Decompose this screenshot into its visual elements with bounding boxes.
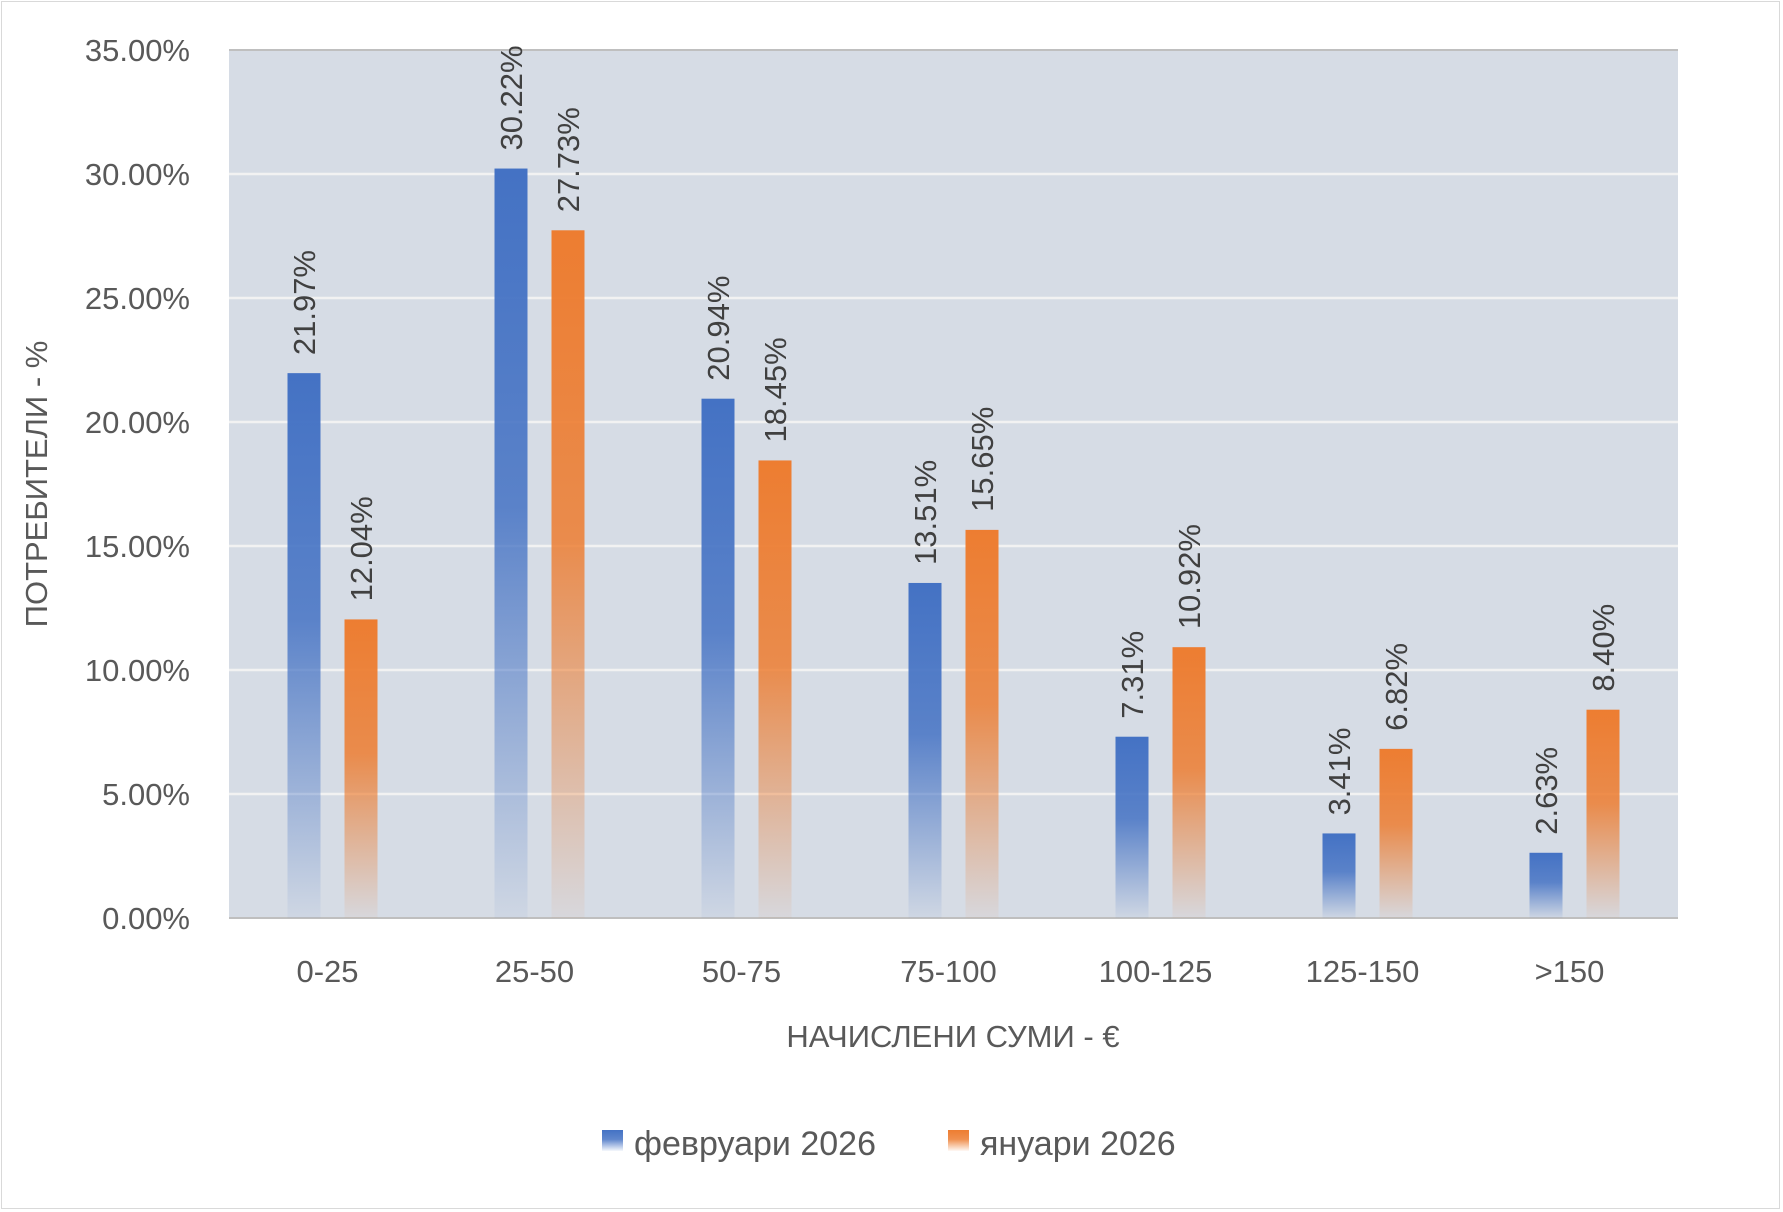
- data-label: 21.97%: [287, 250, 322, 355]
- x-tick-label: 75-100: [900, 954, 997, 989]
- x-axis-title: НАЧИСЛЕНИ СУМИ - €: [786, 1019, 1119, 1054]
- legend-label: февруари 2026: [634, 1125, 876, 1163]
- data-label: 8.40%: [1586, 604, 1621, 692]
- y-tick-label: 5.00%: [102, 777, 190, 812]
- bar-feb-1: [494, 168, 528, 918]
- y-tick-label: 10.00%: [85, 653, 190, 688]
- y-tick-label: 35.00%: [85, 33, 190, 68]
- data-label: 10.92%: [1172, 524, 1207, 629]
- data-label: 20.94%: [701, 276, 736, 381]
- legend-label: януари 2026: [980, 1125, 1176, 1163]
- bar-feb-3: [908, 582, 942, 918]
- bar-feb-4: [1115, 736, 1149, 918]
- bar-jan-6: [1586, 709, 1620, 918]
- bar-jan-3: [965, 529, 999, 918]
- data-labels: 21.97% 12.04% 30.22% 27.73% 20.94% 18.45% 13.5…: [287, 45, 1621, 834]
- x-tick-label: 0-25: [296, 954, 358, 989]
- bar-jan-2: [758, 460, 792, 918]
- x-tick-label: >150: [1535, 954, 1605, 989]
- data-label: 2.63%: [1529, 747, 1564, 835]
- data-label: 15.65%: [965, 407, 1000, 512]
- data-label: 30.22%: [494, 45, 529, 150]
- bar-feb-2: [701, 398, 735, 918]
- y-tick-label: 30.00%: [85, 157, 190, 192]
- data-label: 3.41%: [1322, 728, 1357, 816]
- bars: [287, 168, 1620, 918]
- bar-feb-5: [1322, 833, 1356, 918]
- x-tick-label: 100-125: [1099, 954, 1213, 989]
- bar-jan-1: [551, 230, 585, 918]
- x-tick-label: 125-150: [1306, 954, 1420, 989]
- bar-jan-5: [1379, 748, 1413, 918]
- data-label: 7.31%: [1115, 631, 1150, 719]
- x-axis-ticks: 0-25 25-50 50-75 75-100 100-125 125-150 >150: [296, 954, 1604, 989]
- bar-feb-6: [1529, 852, 1563, 918]
- y-tick-label: 15.00%: [85, 529, 190, 564]
- gridlines: [229, 49, 1678, 919]
- data-label: 27.73%: [551, 107, 586, 212]
- y-tick-label: 20.00%: [85, 405, 190, 440]
- y-axis-title: ПОТРЕБИТЕЛИ - %: [19, 341, 54, 628]
- data-label: 12.04%: [344, 496, 379, 601]
- bar-feb-0: [287, 373, 321, 918]
- bar-jan-4: [1172, 647, 1206, 918]
- y-tick-label: 25.00%: [85, 281, 190, 316]
- x-tick-label: 50-75: [702, 954, 781, 989]
- y-axis-ticks: 0.00% 5.00% 10.00% 15.00% 20.00% 25.00% 30.00%…: [85, 33, 190, 936]
- data-label: 13.51%: [908, 460, 943, 565]
- y-tick-label: 0.00%: [102, 901, 190, 936]
- data-label: 18.45%: [758, 337, 793, 442]
- data-label: 6.82%: [1379, 643, 1414, 731]
- x-tick-label: 25-50: [495, 954, 574, 989]
- plot-area: [229, 50, 1678, 918]
- bar-jan-0: [344, 619, 378, 918]
- legend-swatch: [948, 1130, 969, 1151]
- legend-swatch: [602, 1130, 623, 1151]
- legend: февруари 2026 януари 2026: [602, 1125, 1176, 1163]
